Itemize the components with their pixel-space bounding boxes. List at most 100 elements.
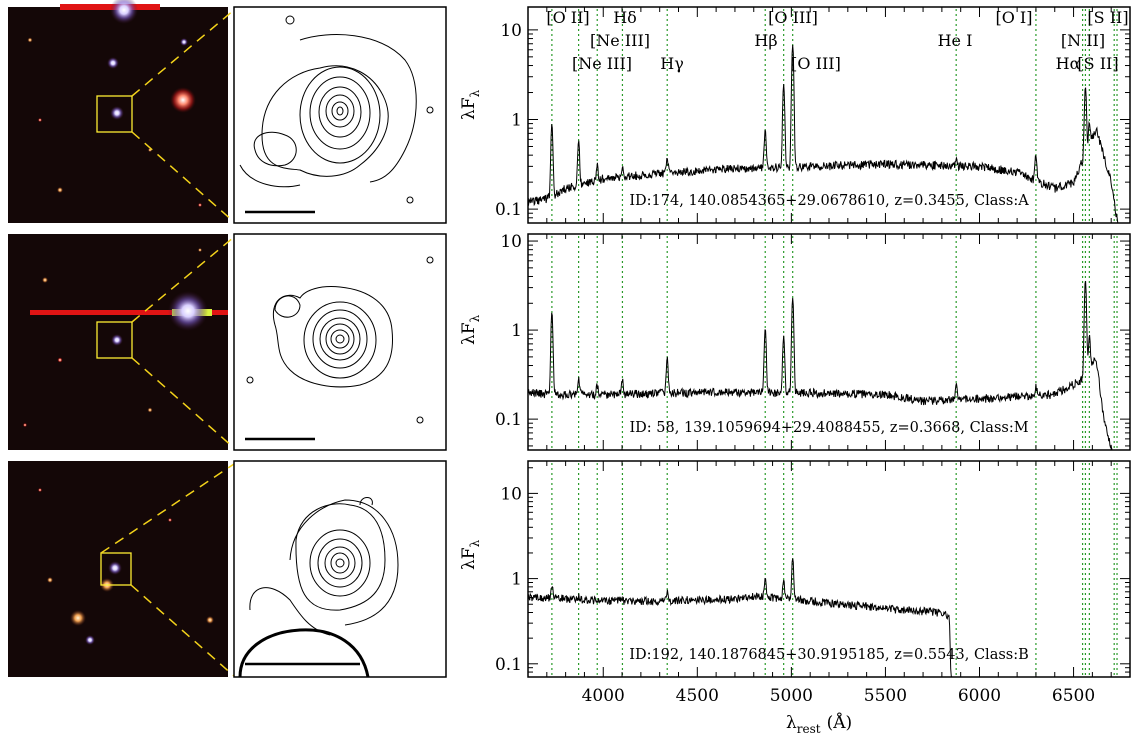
spectrum-panel-1: 0.1 1 10 ID:174, 140.0854365+29.0678610, z=… (495, 6, 1131, 224)
zoom-line (100, 463, 235, 554)
y-axis-label-3: λFλ (459, 539, 482, 570)
emission-line-label: [O III] (768, 8, 818, 27)
ylabel-sub: λ (468, 539, 482, 547)
emission-line-label: Hγ (660, 54, 684, 73)
spectrum-panel-3: 0.1 1 10 4000 4500 5000 5500 6000 6500 ID:192, 14… (495, 460, 1131, 706)
star (38, 488, 42, 492)
star (57, 187, 63, 193)
x-tick-label: 4500 (676, 686, 719, 706)
image-panel-1 (8, 0, 235, 223)
plot-frame (527, 233, 1131, 451)
ylabel-sub: λ (468, 89, 482, 97)
y-tick-label: 1 (511, 321, 522, 341)
x-tick-label: 5500 (864, 686, 907, 706)
y-tick-label: 0.1 (495, 200, 522, 220)
star (57, 357, 63, 363)
image-panel-3 (8, 461, 235, 677)
emission-line-label: [O II] (546, 8, 589, 27)
star (47, 577, 53, 583)
zoom-line (131, 357, 235, 449)
saturated-star-bleed (60, 4, 160, 10)
emission-line-label: [O III] (791, 54, 841, 73)
star (42, 277, 48, 283)
zoom-line (131, 131, 235, 223)
zoom-line (131, 236, 235, 323)
contour-frame (233, 460, 447, 678)
emission-line-label: [S II] (1087, 8, 1128, 27)
contour-panel-2 (233, 233, 447, 451)
x-tick-label: 6000 (958, 686, 1001, 706)
ylabel-main: λF (459, 547, 479, 570)
zoom-box (96, 321, 133, 359)
bright-star (110, 0, 138, 24)
line-labels: [O II] Hδ [O III] [O I] [S II] [Ne III] Hβ He I… (546, 8, 1128, 73)
plot-frame (527, 460, 1131, 678)
image-panel-2 (8, 234, 235, 450)
star (38, 118, 42, 122)
emission-line-label: [N II] (1061, 31, 1105, 50)
y-tick-label: 10 (500, 21, 522, 41)
spectra-group: 0.1 1 10 ID:174, 140.0854365+29.0678610, z=… (495, 6, 1131, 706)
spectrum-trace (527, 558, 953, 678)
zoom-line (131, 9, 235, 97)
emission-line-label: He I (938, 31, 973, 50)
svg-text:λFλ: λFλ (459, 539, 482, 570)
contour-panel-3 (233, 460, 447, 678)
emission-line-label: [Ne III] (590, 31, 650, 50)
spectrum-annotation: ID:192, 140.1876845+30.9195185, z=0.5543… (629, 647, 1029, 663)
emission-line-label: [S II] (1077, 54, 1118, 73)
bright-star (168, 291, 208, 331)
spectrum-annotation: ID:174, 140.0854365+29.0678610, z=0.3455… (629, 193, 1029, 209)
contour-lines (239, 15, 434, 204)
star (85, 635, 95, 645)
x-tick-label: 6500 (1052, 686, 1095, 706)
sky-sources (38, 488, 214, 645)
saturated-star-bleed (30, 310, 228, 315)
x-tick-label: 5000 (770, 686, 813, 706)
saturation-contour (238, 628, 370, 678)
ylabel-sub: λ (468, 314, 482, 322)
contour-frame (233, 233, 447, 451)
spectrum-trace (527, 280, 1113, 451)
star (206, 616, 214, 624)
y-tick-label: 0.1 (495, 655, 522, 675)
ylabel-main: λF (459, 322, 479, 345)
xlabel-sub: rest (797, 722, 821, 736)
svg-text:λFλ: λFλ (459, 89, 482, 120)
y-tick-label: 0.1 (495, 410, 522, 430)
zoom-line (130, 584, 235, 677)
y-axis-label-2: λFλ (459, 314, 482, 345)
emission-line-label: Hδ (613, 8, 637, 27)
star (23, 423, 27, 427)
y-tick-label: 1 (511, 110, 522, 130)
spectrum-trace (527, 44, 1119, 224)
spectrum-panel-2: 0.1 1 10 ID: 58, 139.1059694+29.4088455, z=… (495, 232, 1131, 451)
star (27, 37, 33, 43)
svg-text:λFλ: λFλ (459, 314, 482, 345)
star (198, 203, 202, 207)
ylabel-main: λF (459, 97, 479, 120)
y-tick-label: 1 (511, 570, 522, 590)
xlabel-main: λ (786, 713, 797, 733)
target-galaxy (110, 106, 124, 120)
y-tick-label: 10 (500, 484, 522, 504)
x-axis-label: λrest (Å) (786, 712, 852, 736)
star (147, 407, 153, 413)
xlabel-unit: (Å) (827, 712, 853, 733)
y-axis-label-1: λFλ (459, 89, 482, 120)
y-tick-label: 10 (500, 232, 522, 252)
star (70, 610, 86, 626)
contour-lines (246, 256, 434, 424)
zoom-box (96, 95, 133, 133)
sky-sources (23, 248, 228, 427)
galaxy (107, 57, 119, 69)
star (198, 248, 202, 252)
emission-line-label: [O I] (995, 8, 1032, 27)
emission-line-label: Hβ (754, 31, 777, 50)
red-star (170, 87, 196, 113)
target-galaxy (108, 561, 122, 575)
target-galaxy (111, 334, 123, 346)
star (180, 38, 188, 46)
contour-panel-1 (233, 6, 447, 224)
